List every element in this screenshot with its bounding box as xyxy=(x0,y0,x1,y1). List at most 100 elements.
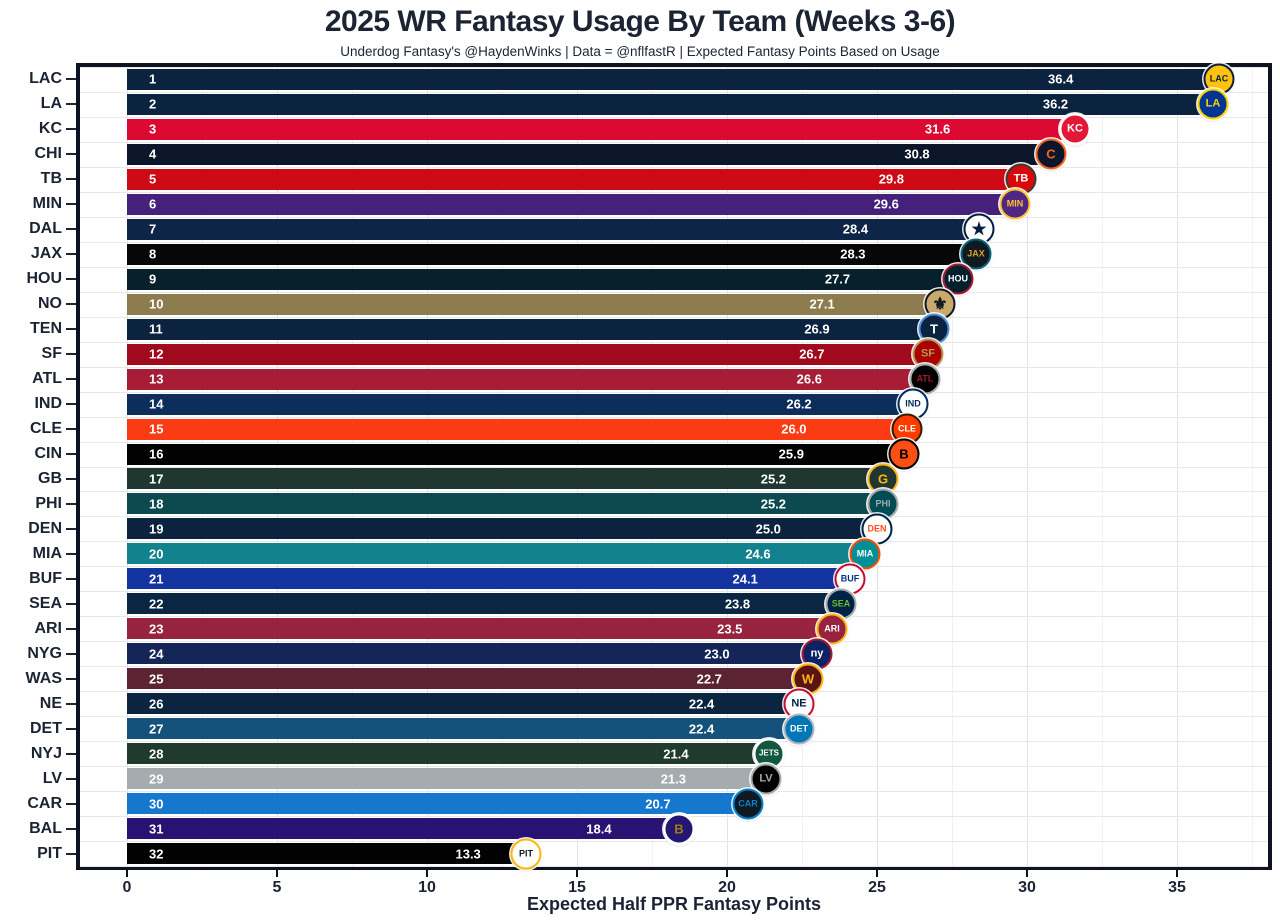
gridline-horizontal xyxy=(80,92,1268,93)
y-axis-label-MIN: MIN xyxy=(32,195,62,213)
bar-rank-label: 10 xyxy=(149,296,164,312)
x-axis-tick-label: 15 xyxy=(568,879,586,896)
bar-value-label: 22.4 xyxy=(688,696,715,712)
bar-row-JAX: 8 28.3 xyxy=(127,243,976,265)
y-axis-tick xyxy=(66,702,76,705)
bar-rank-label: 21 xyxy=(149,571,164,587)
y-axis-tick xyxy=(66,577,76,580)
y-axis-tick xyxy=(66,353,76,356)
y-axis-label-DET: DET xyxy=(30,719,62,737)
bar-row-DAL: 7 28.4 xyxy=(127,218,979,240)
gridline-vertical xyxy=(352,67,353,866)
gridline-horizontal xyxy=(80,392,1268,393)
x-axis: 0 5 10 15 20 25 30 35 xyxy=(0,870,1280,900)
y-axis-label-SF: SF xyxy=(41,345,62,363)
x-axis-tick xyxy=(876,870,878,877)
bar-rank-label: 19 xyxy=(149,521,164,537)
pit-team-logo-icon: PIT xyxy=(510,838,542,870)
x-axis-tick-label: 20 xyxy=(718,879,736,896)
gridline-horizontal xyxy=(80,741,1268,742)
x-axis-tick-label: 5 xyxy=(272,879,282,896)
kc-team-logo-icon: KC xyxy=(1059,113,1091,145)
y-axis-tick xyxy=(66,103,76,106)
gridline-horizontal xyxy=(80,317,1268,318)
x-axis-tick xyxy=(576,870,578,877)
bar-row-KC: 3 31.6 xyxy=(127,118,1075,140)
car-team-logo-icon: CAR xyxy=(732,788,764,820)
bal-team-logo-icon: B xyxy=(663,813,695,845)
y-axis-label-IND: IND xyxy=(34,395,62,413)
y-axis-label-BAL: BAL xyxy=(29,819,62,837)
y-axis-label-LA: LA xyxy=(40,95,62,113)
chart-subtitle: Underdog Fantasy's @HaydenWinks | Data =… xyxy=(340,44,940,59)
x-axis-tick xyxy=(726,870,728,877)
y-axis-label-MIA: MIA xyxy=(32,544,62,562)
bar-row-CIN: 16 25.9 xyxy=(127,443,904,465)
bar-value-label: 26.2 xyxy=(786,396,812,412)
y-axis-label-LV: LV xyxy=(42,769,62,787)
y-axis-tick xyxy=(66,802,76,805)
gridline-vertical xyxy=(1102,67,1103,866)
bar-value-label: 23.0 xyxy=(704,646,730,662)
bar-rank-label: 7 xyxy=(149,221,157,237)
bar-rank-label: 13 xyxy=(149,371,164,387)
bar-value-label: 26.7 xyxy=(799,346,825,362)
y-axis-tick xyxy=(66,552,76,555)
gridline-horizontal xyxy=(80,292,1268,293)
y-axis-tick xyxy=(66,652,76,655)
bar-value-label: 20.7 xyxy=(645,796,671,812)
bar-value-label: 27.1 xyxy=(809,296,835,312)
bar-rank-label: 29 xyxy=(149,771,164,787)
bar-value-label: 21.3 xyxy=(660,771,686,787)
y-axis-tick xyxy=(66,453,76,456)
bar-value-label: 22.7 xyxy=(696,671,722,687)
y-axis-tick xyxy=(66,178,76,181)
y-axis-label-CAR: CAR xyxy=(27,794,62,812)
gridline-horizontal xyxy=(80,516,1268,517)
y-axis-tick xyxy=(66,428,76,431)
bar-value-label: 26.9 xyxy=(804,321,830,337)
gridline-vertical xyxy=(502,67,503,866)
bar-rank-label: 16 xyxy=(149,446,164,462)
y-axis-label-PIT: PIT xyxy=(37,844,62,862)
y-axis-label-DEN: DEN xyxy=(28,519,62,537)
gridline-horizontal xyxy=(80,142,1268,143)
bar-value-label: 36.4 xyxy=(1048,71,1074,87)
y-axis-tick xyxy=(66,827,76,830)
x-axis-tick-label: 35 xyxy=(1168,879,1186,896)
y-axis-label-NYJ: NYJ xyxy=(30,744,62,762)
gridline-horizontal xyxy=(80,417,1268,418)
bar-row-WAS: 25 22.7 xyxy=(127,668,808,690)
y-axis-tick xyxy=(66,403,76,406)
x-axis-tick xyxy=(276,870,278,877)
gridline-vertical xyxy=(952,67,953,866)
gb-team-logo-icon: G xyxy=(867,463,899,495)
bar-rank-label: 14 xyxy=(149,396,164,412)
bar-value-label: 23.8 xyxy=(724,596,751,612)
bar-rank-label: 25 xyxy=(149,671,164,687)
y-axis-label-JAX: JAX xyxy=(30,245,62,263)
gridline-horizontal xyxy=(80,616,1268,617)
bar-rank-label: 31 xyxy=(149,821,164,837)
bar-rank-label: 2 xyxy=(149,96,157,112)
y-axis-label-CLE: CLE xyxy=(30,420,62,438)
bar-value-label: 29.6 xyxy=(873,196,899,212)
gridline-horizontal xyxy=(80,641,1268,642)
la-team-logo-icon: LA xyxy=(1197,88,1229,120)
bar-value-label: 31.6 xyxy=(924,121,951,137)
bar-rank-label: 5 xyxy=(149,171,157,187)
bar-rank-label: 18 xyxy=(149,496,164,512)
bar-value-label: 36.2 xyxy=(1042,96,1069,112)
y-axis-tick xyxy=(66,852,76,855)
bar-value-label: 26.0 xyxy=(781,421,807,437)
x-axis-tick xyxy=(126,870,128,877)
gridline-horizontal xyxy=(80,866,1268,867)
bar-value-label: 23.5 xyxy=(717,621,743,637)
y-axis-tick xyxy=(66,752,76,755)
bar-rank-label: 27 xyxy=(149,721,164,737)
bar-value-label: 25.2 xyxy=(760,496,787,512)
gridline-horizontal xyxy=(80,491,1268,492)
bar-value-label: 21.4 xyxy=(663,746,689,762)
bar-rank-label: 23 xyxy=(149,621,164,637)
bar-rank-label: 26 xyxy=(149,696,164,712)
